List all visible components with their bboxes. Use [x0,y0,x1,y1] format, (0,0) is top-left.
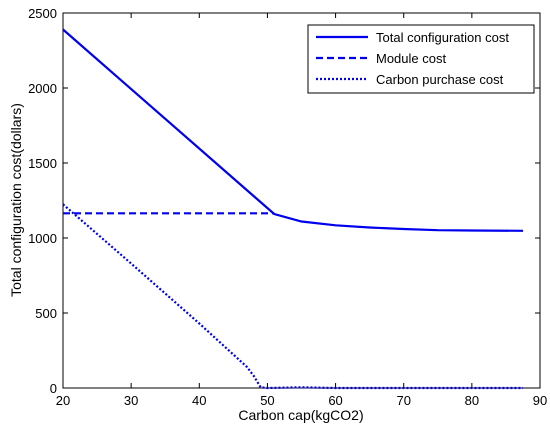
y-tick-label: 2000 [28,81,57,96]
x-axis-label: Carbon cap(kgCO2) [238,407,363,423]
legend-label-1: Total configuration cost [376,30,509,45]
x-axis: 20 30 40 50 60 70 80 90 [56,13,547,408]
y-tick-label: 1000 [28,231,57,246]
series-line-1 [62,28,524,232]
legend: Total configuration cost Module cost Carbo… [307,24,535,94]
y-axis-label: Total configuration cost(dollars) [8,103,24,297]
y-axis: 0 500 1000 1500 2000 2500 [28,6,540,396]
legend-label-3: Carbon purchase cost [376,72,504,87]
x-tick-label: 60 [328,393,342,408]
x-tick-label: 90 [533,393,547,408]
series-layer [62,28,524,390]
y-tick-label: 2500 [28,6,57,21]
series-line-3 [62,203,523,390]
x-tick-label: 80 [465,393,479,408]
y-tick-label: 0 [50,381,57,396]
x-tick-label: 20 [56,393,70,408]
x-tick-label: 50 [260,393,274,408]
x-tick-label: 30 [124,393,138,408]
y-tick-label: 1500 [28,156,57,171]
y-tick-label: 500 [35,306,57,321]
x-tick-label: 70 [396,393,410,408]
x-tick-label: 40 [192,393,206,408]
legend-label-2: Module cost [376,51,446,66]
